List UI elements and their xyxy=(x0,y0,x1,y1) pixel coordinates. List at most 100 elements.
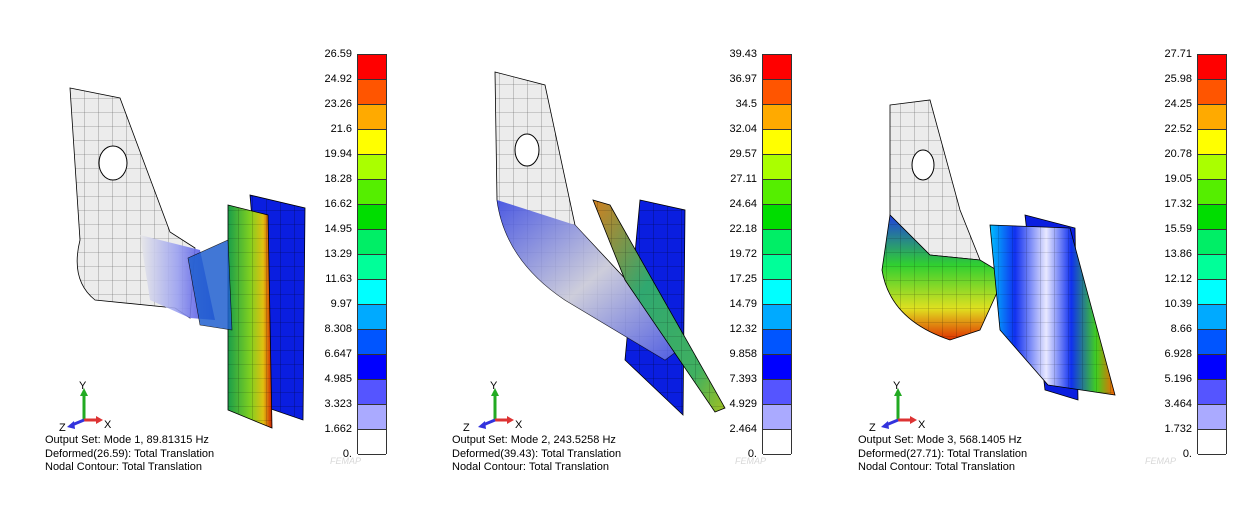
colorbar-tick-label: 22.18 xyxy=(729,223,757,235)
colorbar-swatch xyxy=(358,230,386,255)
colorbar-tick-label: 4.929 xyxy=(729,398,757,410)
mode-2-mesh-plot xyxy=(494,71,726,416)
mode-3-colorbar xyxy=(1197,54,1227,455)
colorbar-swatch xyxy=(358,130,386,155)
deformed-line: Deformed(26.59): Total Translation xyxy=(45,447,215,460)
mode-2-y-axis-label: Y xyxy=(490,380,498,392)
colorbar-swatch xyxy=(1198,155,1226,180)
mode-1-z-axis-label: Z xyxy=(59,422,66,434)
colorbar-swatch xyxy=(358,255,386,280)
colorbar-swatch xyxy=(358,205,386,230)
deformed-line: Deformed(39.43): Total Translation xyxy=(452,447,622,460)
femap-watermark: FEMAP xyxy=(1145,456,1177,466)
colorbar-swatch xyxy=(763,180,791,205)
mode-1-panel: 26.59 24.92 23.26 21.6 19.94 18.28 16.62 14.95 1… xyxy=(0,0,415,508)
colorbar-swatch xyxy=(358,80,386,105)
colorbar-tick-label: 6.647 xyxy=(324,348,352,360)
colorbar-swatch xyxy=(763,205,791,230)
mode-2-caption: Output Set: Mode 2, 243.5258 Hz Deformed… xyxy=(452,434,621,475)
mode-3-x-axis-label: X xyxy=(918,419,926,431)
colorbar-tick-label: 4.985 xyxy=(324,373,352,385)
colorbar-tick-label: 27.71 xyxy=(1164,48,1192,60)
femap-watermark: FEMAP xyxy=(330,456,362,466)
nodal-contour-line: Nodal Contour: Total Translation xyxy=(858,461,1015,473)
colorbar-tick-label: 9.97 xyxy=(330,298,352,310)
colorbar-swatch xyxy=(358,180,386,205)
colorbar-tick-label: 8.308 xyxy=(324,323,352,335)
colorbar-tick-label: 8.66 xyxy=(1170,323,1192,335)
colorbar-tick-label: 17.25 xyxy=(729,273,757,285)
colorbar-swatch xyxy=(358,305,386,330)
colorbar-swatch xyxy=(763,155,791,180)
colorbar-tick-label: 21.6 xyxy=(330,123,352,135)
nodal-contour-line: Nodal Contour: Total Translation xyxy=(452,461,609,473)
colorbar-swatch xyxy=(358,330,386,355)
colorbar-swatch xyxy=(1198,280,1226,305)
colorbar-tick-label: 32.04 xyxy=(729,123,757,135)
colorbar-swatch xyxy=(763,355,791,380)
colorbar-swatch xyxy=(1198,130,1226,155)
mode-2-z-axis-label: Z xyxy=(463,422,470,434)
mode-3-z-axis-label: Z xyxy=(869,422,876,434)
mode-2-panel: 39.43 36.97 34.5 32.04 29.57 27.11 24.64 22.18 1… xyxy=(415,0,830,508)
colorbar-swatch xyxy=(1198,80,1226,105)
colorbar-swatch xyxy=(358,155,386,180)
colorbar-tick-label: 0. xyxy=(747,448,757,460)
colorbar-tick-label: 34.5 xyxy=(735,98,757,110)
colorbar-swatch xyxy=(763,380,791,405)
colorbar-tick-label: 2.464 xyxy=(729,423,757,435)
colorbar-swatch xyxy=(1198,180,1226,205)
colorbar-tick-label: 11.63 xyxy=(325,273,352,285)
colorbar-tick-label: 26.59 xyxy=(324,48,352,60)
colorbar-swatch xyxy=(1198,305,1226,330)
output-set-line: Output Set: Mode 3, 568.1405 Hz xyxy=(858,434,1022,446)
colorbar-tick-label: 24.64 xyxy=(729,198,757,210)
colorbar-tick-label: 24.92 xyxy=(324,73,352,85)
colorbar-tick-label: 27.11 xyxy=(730,173,757,185)
colorbar-tick-label: 13.29 xyxy=(324,248,352,260)
colorbar-tick-label: 24.25 xyxy=(1164,98,1192,110)
colorbar-tick-label: 29.57 xyxy=(729,148,757,160)
mode-1-colorbar xyxy=(357,54,387,455)
colorbar-swatch xyxy=(763,230,791,255)
output-set-line: Output Set: Mode 1, 89.81315 Hz xyxy=(45,434,209,446)
mode-1-caption: Output Set: Mode 1, 89.81315 Hz Deformed… xyxy=(45,434,214,475)
nodal-contour-line: Nodal Contour: Total Translation xyxy=(45,461,202,473)
mode-1-x-axis-label: X xyxy=(104,419,112,431)
colorbar-swatch xyxy=(1198,380,1226,405)
colorbar-swatch xyxy=(1198,255,1226,280)
colorbar-tick-label: 10.39 xyxy=(1164,298,1192,310)
colorbar-tick-label: 15.59 xyxy=(1164,223,1192,235)
colorbar-swatch xyxy=(1198,205,1226,230)
colorbar-tick-label: 0. xyxy=(1182,448,1192,460)
colorbar-tick-label: 0. xyxy=(342,448,352,460)
mode-3-panel: 27.71 25.98 24.25 22.52 20.78 19.05 17.32 15.59… xyxy=(830,0,1245,508)
colorbar-tick-label: 20.78 xyxy=(1164,148,1192,160)
colorbar-swatch xyxy=(358,105,386,130)
colorbar-swatch xyxy=(1198,430,1226,455)
femap-watermark: FEMAP xyxy=(735,456,767,466)
colorbar-swatch xyxy=(358,55,386,80)
colorbar-tick-label: 6.928 xyxy=(1164,348,1192,360)
mode-1-axis-triad xyxy=(67,388,103,429)
colorbar-swatch xyxy=(1198,105,1226,130)
colorbar-tick-label: 12.12 xyxy=(1164,273,1192,285)
colorbar-tick-label: 14.79 xyxy=(729,298,757,310)
mode-2-colorbar xyxy=(762,54,792,455)
mode-3-mesh-plot xyxy=(881,99,1116,401)
colorbar-swatch xyxy=(763,130,791,155)
colorbar-swatch xyxy=(1198,330,1226,355)
deformed-line: Deformed(27.71): Total Translation xyxy=(858,447,1028,460)
colorbar-tick-label: 9.858 xyxy=(729,348,757,360)
mode-1-colorbar-ticks: 26.59 24.92 23.26 21.6 19.94 18.28 16.62 14.95 1… xyxy=(292,49,352,464)
mode-3-y-axis-label: Y xyxy=(893,380,901,392)
colorbar-swatch xyxy=(763,255,791,280)
colorbar-tick-label: 12.32 xyxy=(729,323,757,335)
output-set-line: Output Set: Mode 2, 243.5258 Hz xyxy=(452,434,616,446)
colorbar-tick-label: 14.95 xyxy=(324,223,352,235)
mode-2-axis-triad xyxy=(478,388,514,429)
colorbar-swatch xyxy=(358,430,386,455)
colorbar-tick-label: 19.05 xyxy=(1164,173,1192,185)
colorbar-tick-label: 22.52 xyxy=(1164,123,1192,135)
colorbar-tick-label: 1.732 xyxy=(1164,423,1192,435)
